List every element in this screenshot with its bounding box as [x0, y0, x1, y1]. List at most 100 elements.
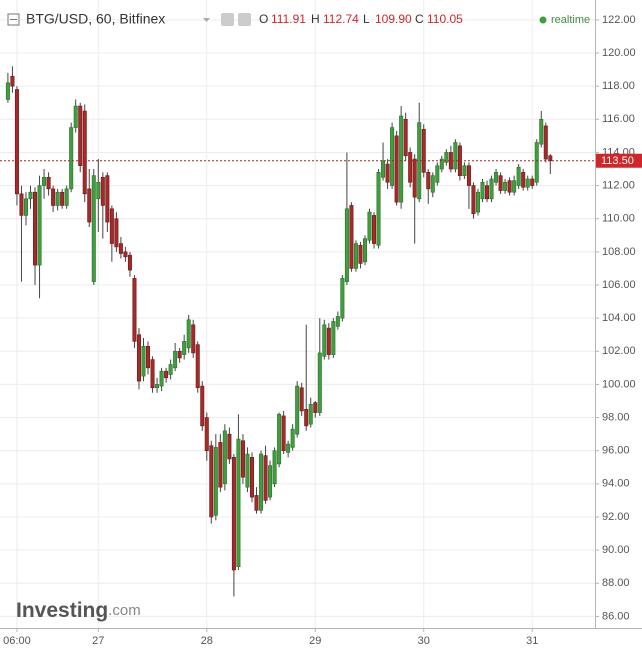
candle-body	[155, 384, 160, 389]
candle-body	[164, 370, 169, 379]
candle-body	[480, 181, 485, 200]
ohlc-key: O	[259, 12, 268, 26]
candle-body	[331, 321, 336, 355]
last-price-box	[596, 153, 642, 168]
candle-body	[439, 158, 444, 170]
candle-body	[213, 447, 218, 516]
candle-body	[19, 193, 24, 216]
candle-body	[64, 188, 69, 206]
candle-body	[525, 178, 530, 188]
candle-body	[51, 188, 56, 206]
candle-body	[485, 185, 490, 200]
candle-body	[453, 142, 458, 170]
y-tick-label: 108.00	[602, 246, 636, 258]
x-tick-label: 31	[526, 635, 538, 647]
x-tick-label: 27	[92, 635, 104, 647]
candle-body	[494, 172, 499, 183]
candle-body	[308, 404, 313, 425]
settings-icon[interactable]	[221, 13, 234, 26]
candle-body	[286, 443, 291, 453]
candle-body	[358, 244, 363, 264]
candle-body	[412, 158, 417, 198]
x-tick-label: 28	[201, 635, 213, 647]
candle-body	[381, 160, 386, 178]
ohlc-key: H	[311, 12, 320, 26]
y-tick-label: 100.00	[602, 378, 636, 390]
candle-body	[33, 191, 38, 266]
candle-body	[462, 165, 467, 176]
ohlc-key: L	[363, 12, 370, 26]
candle-body	[127, 254, 132, 271]
candle-body	[23, 198, 28, 216]
candle-body	[376, 172, 381, 246]
candle-body	[245, 453, 250, 488]
candle-body	[399, 115, 404, 203]
candle-body	[408, 152, 413, 183]
candle-body	[426, 172, 431, 190]
y-tick-label: 98.00	[602, 411, 630, 423]
candle-body	[114, 218, 119, 248]
candle-body	[204, 417, 209, 452]
candle-body	[516, 167, 521, 186]
candle-body	[91, 175, 96, 282]
y-tick-label: 110.00	[602, 213, 635, 225]
candle-body	[263, 455, 268, 501]
candle-body	[362, 238, 367, 263]
last-price-label: 113.50	[601, 155, 634, 167]
candle-body	[313, 402, 318, 413]
candle-body	[503, 181, 508, 191]
y-tick-label: 104.00	[602, 312, 636, 324]
status-dot	[539, 16, 547, 24]
dropdown-arrow[interactable]	[203, 18, 210, 22]
y-tick-label: 94.00	[602, 478, 630, 490]
candle-body	[367, 211, 372, 241]
candle-body	[421, 128, 426, 173]
x-tick-label: 29	[309, 635, 321, 647]
candle-body	[295, 385, 300, 435]
candle-body	[444, 152, 449, 163]
candle-body	[512, 180, 517, 193]
candle-body	[28, 191, 33, 200]
candle-body	[177, 350, 182, 359]
y-tick-label: 92.00	[602, 511, 630, 523]
candle-body	[10, 75, 15, 87]
candle-body	[254, 495, 259, 511]
y-tick-label: 118.00	[602, 80, 635, 92]
candle-body	[507, 180, 512, 193]
y-tick-label: 96.00	[602, 445, 630, 457]
ohlc-key: C	[415, 12, 424, 26]
ohlc-value: 112.74	[323, 12, 359, 26]
candle-body	[268, 465, 273, 498]
candles	[5, 66, 553, 597]
x-tick-label: 30	[418, 635, 430, 647]
ohlc-value: 109.90	[375, 12, 412, 26]
chart-title: BTG/USD, 60, Bitfinex	[26, 11, 165, 27]
candle-body	[109, 208, 114, 244]
candle-body	[218, 442, 223, 488]
logo-brand: Investing	[16, 599, 108, 622]
candle-body	[543, 125, 548, 160]
candle-body	[5, 82, 10, 100]
y-tick-label: 112.00	[602, 179, 635, 191]
candle-body	[403, 119, 408, 157]
candle-body	[222, 430, 227, 485]
collapse-icon[interactable]	[7, 13, 20, 26]
candle-body	[227, 433, 232, 460]
candle-body	[37, 185, 42, 266]
candle-body	[475, 191, 480, 213]
candle-body	[430, 175, 435, 193]
candle-body	[200, 385, 205, 427]
candle-body	[100, 176, 105, 206]
format-icon[interactable]	[238, 13, 251, 26]
candle-body	[335, 316, 340, 327]
candle-body	[209, 445, 214, 518]
candle-body	[521, 172, 526, 188]
candle-body	[105, 175, 110, 223]
y-tick-label: 106.00	[602, 279, 636, 291]
candle-body	[240, 440, 245, 478]
candle-body	[466, 165, 471, 186]
ohlc-value: 111.91	[271, 12, 306, 26]
candle-body	[272, 450, 277, 485]
candle-body	[344, 208, 349, 282]
